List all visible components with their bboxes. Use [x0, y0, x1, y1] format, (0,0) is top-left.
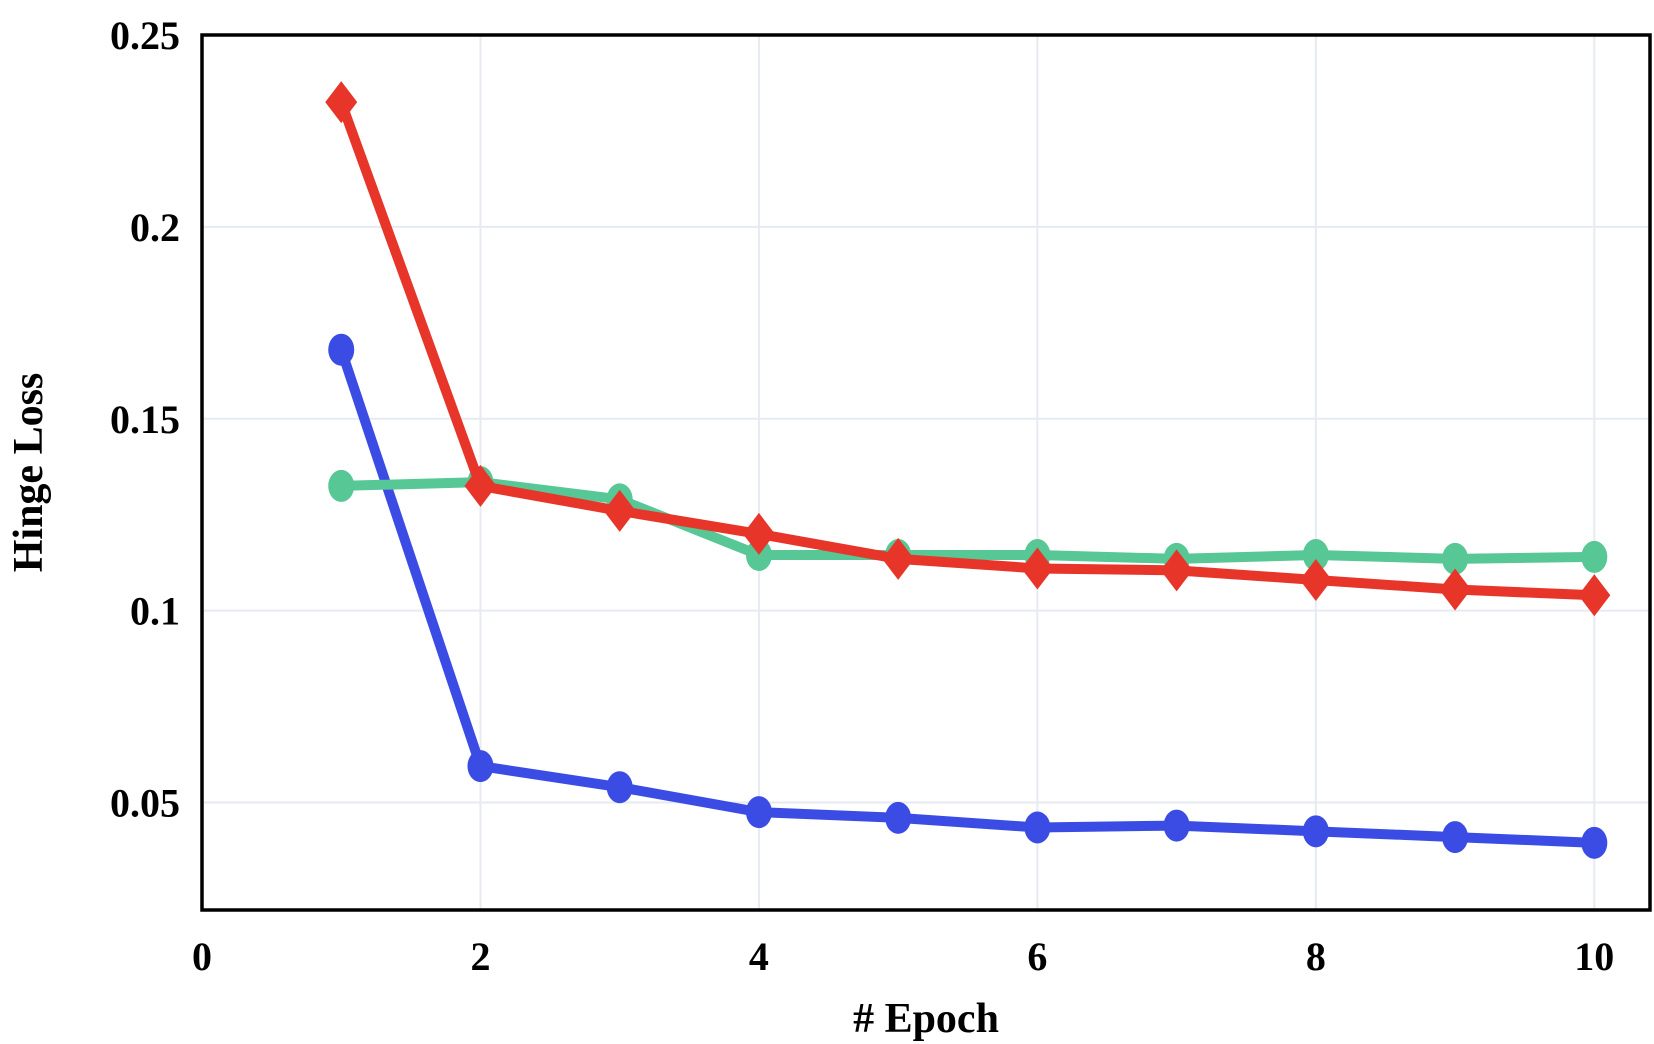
y-axis-title: Hinge Loss [6, 373, 52, 573]
series-line-red [336, 97, 1600, 601]
data-point-red [1578, 574, 1611, 617]
data-point-blue [745, 796, 772, 829]
data-point-green [1302, 539, 1329, 572]
data-point-red [1299, 558, 1332, 601]
tick-labels: 0 2 4 6 8 10 0.05 0.1 0.15 0.2 0.25 [110, 13, 1614, 979]
series-line-blue [336, 344, 1600, 848]
data-point-blue [1581, 826, 1608, 859]
series-red [325, 81, 1611, 617]
y-tick-label: 0.05 [110, 781, 180, 826]
data-point-red [742, 512, 775, 555]
data-point-green [745, 539, 772, 572]
data-point-green [328, 469, 355, 502]
series-green [328, 466, 1608, 575]
y-tick-label: 0.15 [110, 397, 180, 442]
data-point-blue [1163, 809, 1190, 842]
data-point-blue [1024, 811, 1051, 844]
x-axis-title: # Epoch [853, 996, 999, 1042]
data-point-red [325, 81, 358, 124]
data-point-green [1581, 540, 1608, 573]
grid [202, 35, 1650, 910]
data-point-blue [1302, 815, 1329, 848]
x-tick-label: 0 [192, 934, 212, 979]
data-point-blue [885, 801, 912, 834]
x-tick-label: 8 [1306, 934, 1326, 979]
data-point-red [1439, 568, 1472, 611]
data-point-green [1442, 542, 1469, 575]
data-point-red [1160, 549, 1193, 592]
series-layer [325, 81, 1611, 859]
data-point-red [882, 537, 915, 580]
y-tick-label: 0.25 [110, 13, 180, 58]
series-line-green [336, 477, 1600, 564]
data-point-blue [328, 333, 355, 366]
data-point-blue [606, 771, 633, 804]
x-tick-label: 2 [470, 934, 490, 979]
series-blue [328, 333, 1608, 859]
y-tick-label: 0.2 [130, 205, 180, 250]
x-tick-label: 4 [749, 934, 769, 979]
data-point-red [464, 464, 497, 507]
data-point-red [603, 489, 636, 532]
data-point-blue [467, 750, 494, 783]
data-point-red [1021, 547, 1054, 590]
data-point-blue [1442, 821, 1469, 854]
plot-frame [200, 33, 1652, 912]
x-tick-label: 6 [1027, 934, 1047, 979]
x-tick-label: 10 [1574, 934, 1614, 979]
y-tick-label: 0.1 [130, 589, 180, 634]
